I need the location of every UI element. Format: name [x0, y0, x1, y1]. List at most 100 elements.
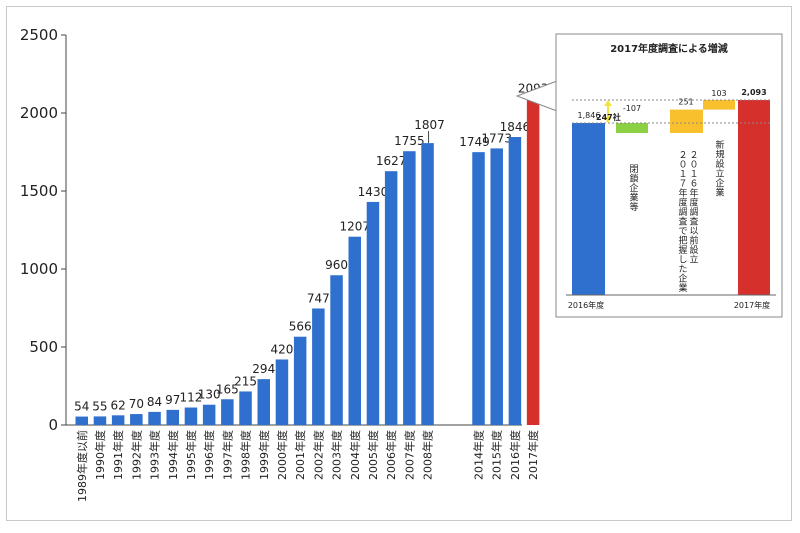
waterfall-bar-2017	[738, 100, 770, 295]
data-label-1990年度: 55	[92, 399, 107, 413]
bar-1997年度	[221, 399, 234, 425]
x-tick-label-1996年度: 1996年度	[202, 430, 216, 480]
x-tick-label-2007年度: 2007年度	[402, 430, 416, 480]
x-tick-label-1999年度: 1999年度	[257, 430, 271, 480]
bar-1992年度	[130, 414, 143, 425]
x-tick-label-2014年度: 2014年度	[472, 430, 486, 480]
waterfall-category-closures: 閉鎖企業等	[629, 164, 638, 213]
y-tick-label: 500	[29, 338, 58, 356]
data-label-1999年度: 294	[252, 362, 275, 376]
waterfall-category-found-line1: ２０１６年度調査以前設立	[689, 151, 698, 266]
inset-x-label-2016: 2016年度	[568, 300, 604, 310]
x-tick-label-1994年度: 1994年度	[166, 430, 180, 480]
data-label-2008年度: 1807	[414, 118, 445, 132]
x-tick-label-1989年度以前: 1989年度以前	[75, 430, 89, 502]
waterfall-bar-closures	[616, 123, 648, 133]
bar-2002年度	[312, 308, 325, 425]
data-label-2002年度: 747	[307, 291, 330, 305]
x-tick-label-1993年度: 1993年度	[148, 430, 162, 480]
x-tick-label-1990年度: 1990年度	[93, 430, 107, 480]
data-label-1995年度: 112	[179, 391, 202, 405]
x-tick-label-2006年度: 2006年度	[384, 430, 398, 480]
inset-x-label-2017: 2017年度	[734, 300, 770, 310]
bar-1994年度	[166, 409, 179, 425]
x-tick-label-2005年度: 2005年度	[366, 430, 380, 480]
bar-1989年度以前	[75, 416, 88, 425]
waterfall-category-new: 新規設立企業	[715, 139, 724, 199]
bar-2015年度	[490, 148, 503, 426]
data-label-2001年度: 566	[289, 320, 312, 334]
waterfall-label-found: 251	[678, 98, 693, 107]
y-tick-label: 1500	[20, 182, 58, 200]
data-label-2003年度: 960	[325, 258, 348, 272]
difference-arrow-head-down	[604, 117, 612, 124]
x-tick-label-1991年度: 1991年度	[111, 430, 125, 480]
data-label-2006年度: 1627	[376, 154, 407, 168]
data-label-1996年度: 130	[198, 388, 221, 402]
x-tick-label-2004年度: 2004年度	[348, 430, 362, 480]
x-tick-label-2002年度: 2002年度	[311, 430, 325, 480]
y-tick-label: 2000	[20, 104, 58, 122]
x-tick-label-2017年度: 2017年度	[526, 430, 540, 480]
data-label-2000年度: 420	[270, 342, 293, 356]
bar-1995年度	[184, 407, 198, 425]
y-tick-label: 1000	[20, 260, 58, 278]
bar-2017年度	[526, 98, 540, 425]
waterfall-bar-new	[703, 100, 735, 110]
bar-1991年度	[111, 415, 125, 425]
data-label-2014年度: 1749	[459, 135, 490, 149]
waterfall-bar-found	[670, 109, 703, 133]
x-tick-label-2001年度: 2001年度	[293, 430, 307, 480]
bar-1993年度	[148, 411, 161, 425]
x-tick-label-1997年度: 1997年度	[220, 430, 234, 480]
bar-2006年度	[384, 171, 398, 425]
waterfall-label-closures: -107	[623, 104, 641, 113]
bar-1999年度	[257, 379, 270, 425]
data-label-2007年度: 1755	[394, 134, 425, 148]
data-label-2015年度: 1773	[481, 131, 512, 145]
data-label-2016年度: 1846	[500, 120, 531, 134]
x-tick-label-1998年度: 1998年度	[239, 430, 253, 480]
difference-arrow-head-up	[604, 100, 612, 106]
inset-title: 2017年度調査による増減	[610, 42, 728, 55]
difference-annotation: 247社	[596, 112, 621, 122]
chart-frame	[6, 6, 792, 521]
waterfall-label-2017: 2,093	[741, 88, 766, 97]
y-tick-label: 2500	[20, 26, 58, 44]
data-label-1997年度: 165	[216, 382, 239, 396]
bar-2003年度	[330, 275, 343, 425]
bar-2007年度	[403, 151, 416, 425]
bar-1996年度	[202, 404, 216, 425]
waterfall-bar-2016	[572, 123, 605, 295]
y-tick-label: 0	[48, 416, 58, 434]
bar-2014年度	[472, 152, 485, 425]
waterfall-label-new: 103	[711, 89, 726, 98]
bar-1998年度	[239, 391, 252, 425]
bar-2000年度	[275, 359, 289, 425]
data-label-1998年度: 215	[234, 374, 257, 388]
x-tick-label-2016年度: 2016年度	[508, 430, 522, 480]
data-label-1991年度: 62	[111, 398, 126, 412]
bar-2005年度	[366, 201, 380, 425]
data-label-2005年度: 1430	[358, 185, 389, 199]
x-tick-label-2000年度: 2000年度	[275, 430, 289, 480]
x-tick-label-1995年度: 1995年度	[184, 430, 198, 480]
bar-2008年度	[421, 143, 434, 425]
bar-2004年度	[348, 236, 361, 425]
data-label-1992年度: 70	[129, 397, 144, 411]
data-label-1994年度: 97	[165, 393, 180, 407]
waterfall-category-found-line2: ２０１７年度調査で把握した企業	[678, 151, 687, 294]
x-tick-label-1992年度: 1992年度	[129, 430, 143, 480]
bar-2016年度	[508, 137, 522, 426]
data-label-2004年度: 1207	[339, 220, 370, 234]
bar-1990年度	[93, 416, 107, 425]
data-label-1993年度: 84	[147, 395, 162, 409]
data-label-1989年度以前: 54	[74, 400, 89, 414]
x-tick-label-2003年度: 2003年度	[330, 430, 344, 480]
bar-2001年度	[293, 336, 307, 425]
x-tick-label-2015年度: 2015年度	[490, 430, 504, 480]
waterfall-label-2016: 1,846	[578, 111, 601, 120]
x-tick-label-2008年度: 2008年度	[421, 430, 435, 480]
